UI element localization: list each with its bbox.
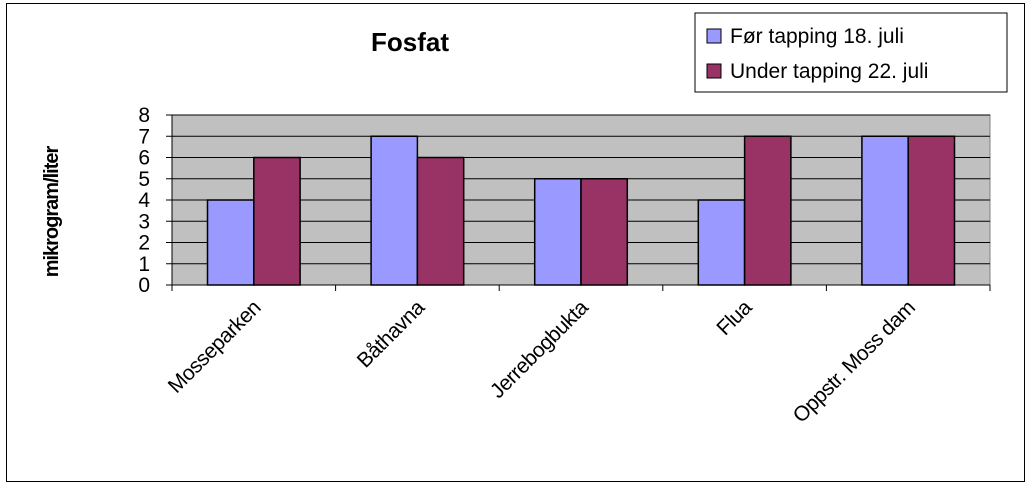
- legend-box: [694, 12, 1008, 93]
- bar-1-4: [697, 199, 746, 286]
- chart-title: Fosfat: [371, 27, 449, 57]
- bar-1-2: [370, 135, 419, 286]
- y-axis-label: mikrogram/liter: [41, 145, 63, 277]
- category-label: Jerrebogbukta: [486, 296, 593, 403]
- bar-2-1: [253, 156, 301, 286]
- legend-label-1: Før tapping 18. juli: [730, 25, 904, 48]
- category-label: Flua: [712, 296, 756, 340]
- y-tick-label: 6: [138, 147, 150, 170]
- bar-2-5: [907, 135, 956, 286]
- bar-1-1: [206, 199, 255, 286]
- y-tick-label: 7: [138, 125, 150, 148]
- y-tick-label: 2: [138, 232, 150, 255]
- y-tick-label: 8: [138, 104, 150, 127]
- category-label: Oppstr. Moss dam: [789, 296, 920, 427]
- bar-2-3: [580, 178, 629, 286]
- category-label: Båthavna: [353, 296, 430, 373]
- legend: Før tapping 18. juli Under tapping 22. j…: [694, 12, 1008, 93]
- bar-1-3: [533, 178, 582, 286]
- x-tick-labels: Mosseparken Båthavna Jerrebogbukta Flua Opps…: [164, 296, 920, 428]
- y-tick-label: 1: [138, 253, 150, 276]
- category-label: Mosseparken: [164, 296, 266, 398]
- y-tick-label: 5: [138, 168, 150, 191]
- bar-1-5: [861, 135, 909, 286]
- bars: [206, 135, 956, 286]
- bar-2-2: [416, 156, 465, 286]
- legend-label-2: Under tapping 22. juli: [730, 60, 928, 83]
- y-tick-label: 0: [138, 274, 150, 297]
- axes: [166, 114, 991, 291]
- y-tick-label: 3: [138, 210, 150, 233]
- legend-swatch-2: [706, 63, 722, 79]
- legend-swatch-1: [706, 28, 722, 44]
- bar-2-4: [743, 135, 792, 286]
- y-tick-label: 4: [138, 189, 150, 212]
